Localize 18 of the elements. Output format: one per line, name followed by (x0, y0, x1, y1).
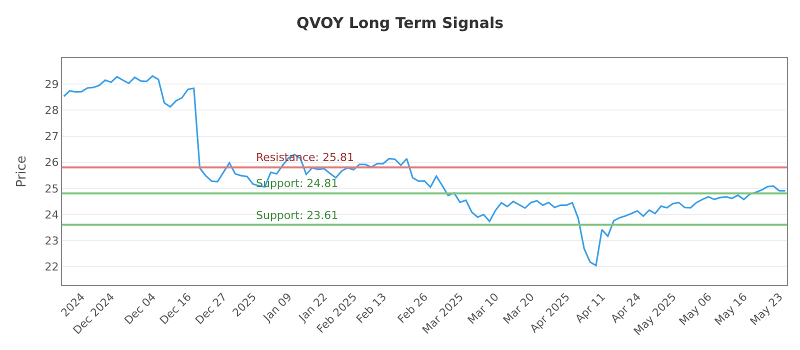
x-tick-label: Mar 10 (465, 290, 502, 327)
y-tick-label: 24 (44, 208, 59, 222)
y-tick-label: 22 (44, 260, 59, 274)
y-axis-title: Price (14, 156, 30, 188)
y-tick-label: 23 (44, 234, 59, 248)
y-tick-label: 29 (44, 78, 59, 91)
y-tick-label: 25 (44, 182, 59, 196)
x-tick-label: Dec 16 (157, 290, 194, 328)
x-tick-label: Apr 11 (572, 290, 608, 326)
y-tick-label: 27 (44, 130, 59, 144)
x-tick-label: Dec 27 (192, 290, 230, 328)
y-tick-label: 26 (44, 156, 59, 170)
ref-line-label: Support: 23.61 (256, 209, 338, 222)
y-tick-label: 28 (44, 104, 59, 118)
x-tick-label: Dec 04 (122, 290, 158, 328)
x-tick-label: Jan 09 (260, 290, 294, 325)
line-series (62, 75, 786, 266)
chart-title: QVOY Long Term Signals (296, 14, 504, 32)
